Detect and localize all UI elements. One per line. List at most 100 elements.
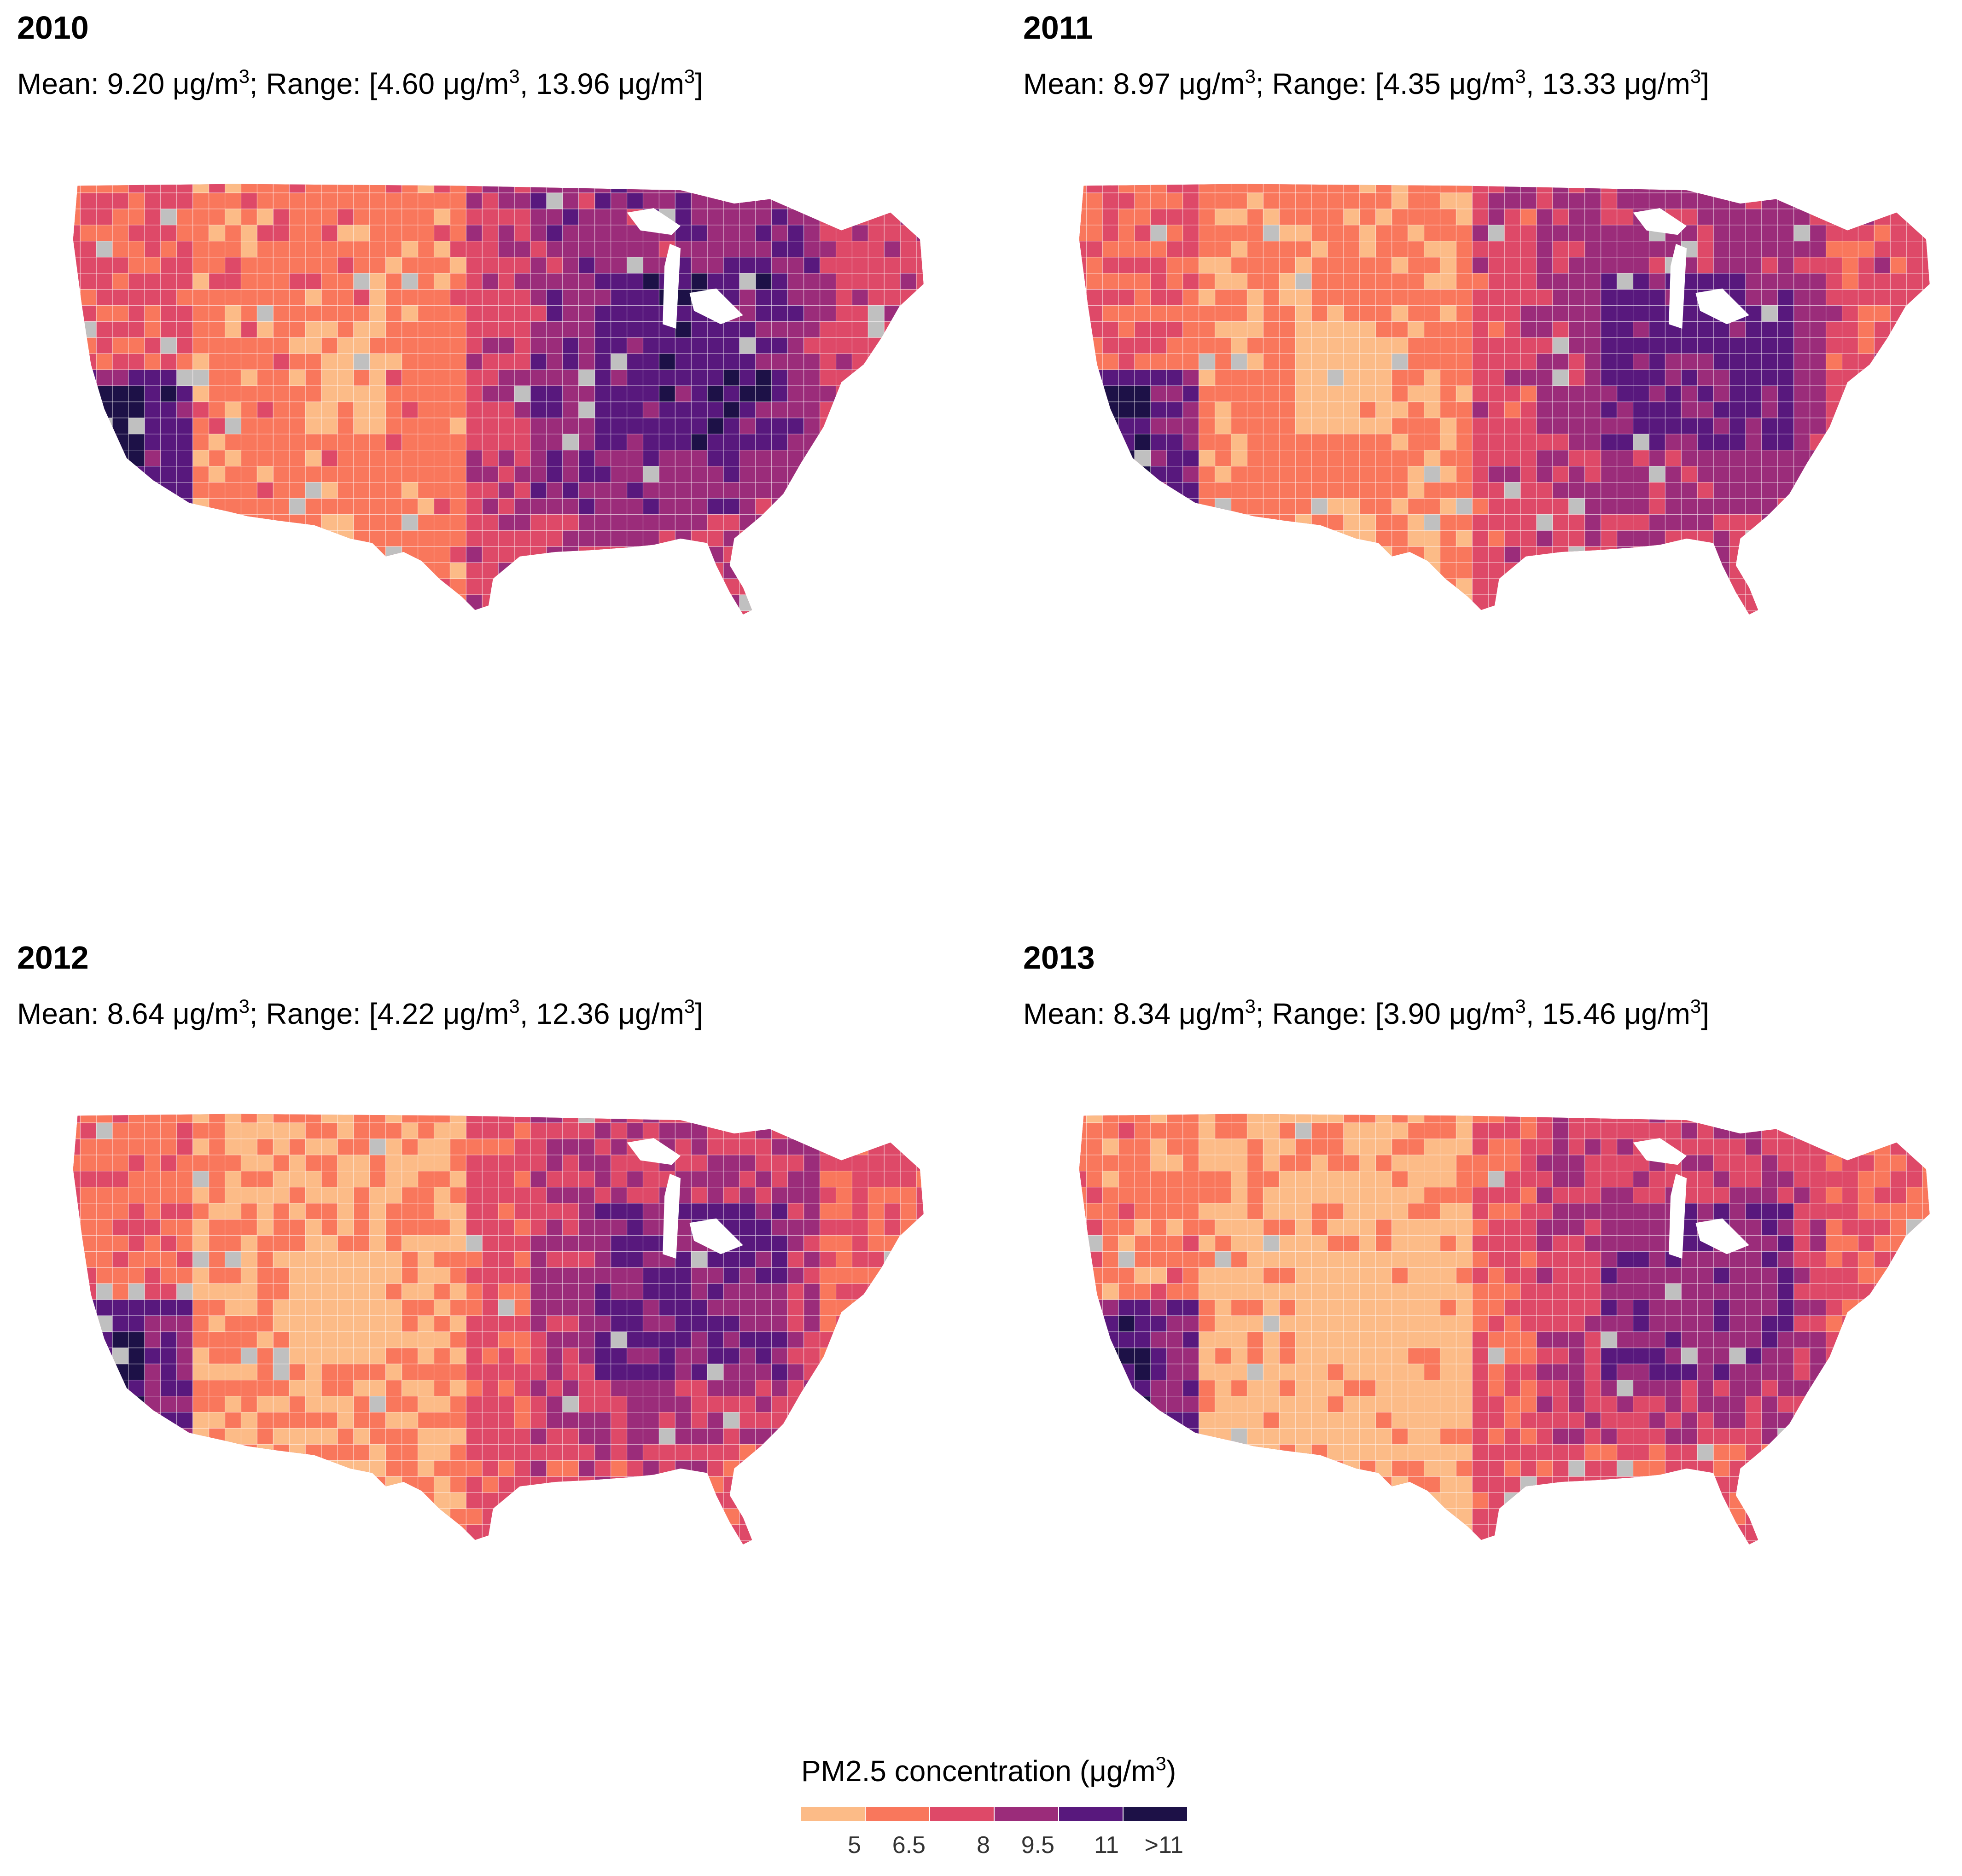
- county-cell: [466, 184, 483, 193]
- county-cell: [787, 1171, 804, 1188]
- county-cell: [1263, 225, 1280, 242]
- county-cell: [1199, 321, 1216, 338]
- county-cell: [627, 1331, 644, 1348]
- county-cell: [1761, 434, 1778, 451]
- county-cell: [128, 546, 145, 563]
- county-cell: [820, 401, 837, 418]
- county-cell: [611, 192, 628, 209]
- county-cell: [916, 209, 924, 226]
- county-cell: [787, 1460, 804, 1477]
- county-cell: [73, 1444, 81, 1461]
- county-cell: [96, 1380, 113, 1397]
- county-cell: [594, 1138, 611, 1156]
- county-cell: [803, 353, 821, 370]
- county-cell: [739, 1299, 756, 1316]
- county-cell: [675, 1299, 692, 1316]
- county-cell: [900, 1444, 917, 1461]
- county-cell: [771, 1428, 788, 1445]
- county-cell: [1182, 184, 1199, 193]
- county-cell: [820, 594, 837, 611]
- county-cell: [402, 1540, 419, 1545]
- county-cell: [73, 1476, 81, 1493]
- county-cell: [449, 225, 466, 242]
- county-cell: [867, 1138, 885, 1156]
- county-cell: [1359, 257, 1376, 274]
- county-cell: [803, 562, 821, 579]
- unit-sup: 3: [1690, 995, 1701, 1017]
- county-cell: [385, 1122, 402, 1139]
- county-cell: [723, 578, 740, 595]
- county-cell: [562, 1331, 579, 1348]
- county-cell: [273, 1331, 290, 1348]
- county-cell: [546, 1364, 563, 1381]
- county-cell: [1810, 498, 1827, 515]
- county-cell: [144, 209, 161, 226]
- county-cell: [73, 305, 81, 322]
- county-cell: [273, 1315, 290, 1332]
- county-cell: [449, 1315, 466, 1332]
- county-cell: [176, 257, 193, 274]
- county-cell: [1150, 337, 1167, 354]
- county-cell: [160, 1380, 177, 1397]
- county-cell: [321, 1524, 338, 1541]
- county-cell: [916, 562, 924, 579]
- county-cell: [546, 594, 563, 611]
- county-cell: [466, 1299, 483, 1316]
- county-cell: [1633, 482, 1650, 499]
- county-cell: [611, 1428, 628, 1445]
- county-cell: [305, 1235, 322, 1252]
- county-cell: [256, 241, 274, 258]
- county-cell: [884, 434, 901, 451]
- county-cell: [1086, 562, 1103, 579]
- county-cell: [1761, 1171, 1778, 1188]
- county-cell: [1343, 1171, 1360, 1188]
- county-cell: [1504, 192, 1521, 209]
- county-cell: [803, 369, 821, 386]
- county-cell: [867, 241, 885, 258]
- county-cell: [916, 1476, 924, 1493]
- county-cell: [112, 289, 129, 306]
- county-cell: [337, 1283, 354, 1300]
- county-cell: [578, 1347, 595, 1365]
- county-cell: [820, 514, 837, 531]
- county-cell: [771, 1524, 788, 1541]
- county-cell: [1263, 337, 1280, 354]
- county-cell: [546, 1396, 563, 1413]
- county-cell: [1343, 305, 1360, 322]
- county-cell: [192, 562, 210, 579]
- county-cell: [1826, 546, 1843, 563]
- county-cell: [675, 610, 692, 615]
- county-cell: [240, 546, 258, 563]
- county-cell: [1601, 434, 1618, 451]
- county-cell: [546, 1235, 563, 1252]
- county-cell: [1777, 450, 1794, 467]
- county-cell: [642, 321, 660, 338]
- county-cell: [1455, 530, 1473, 547]
- county-cell: [884, 1155, 901, 1172]
- county-cell: [932, 1476, 949, 1493]
- county-cell: [418, 385, 435, 402]
- county-cell: [932, 321, 949, 337]
- county-cell: [851, 1396, 868, 1413]
- county-cell: [433, 369, 451, 386]
- county-cell: [1439, 385, 1457, 402]
- county-cell: [1648, 192, 1666, 209]
- county-cell: [546, 1524, 563, 1541]
- county-cell: [1424, 450, 1441, 467]
- county-cell: [1890, 289, 1907, 306]
- county-cell: [739, 482, 756, 499]
- county-cell: [1922, 385, 1930, 402]
- county-cell: [1118, 514, 1135, 531]
- county-cell: [73, 1396, 81, 1413]
- county-cell: [369, 1171, 386, 1188]
- county-cell: [1118, 289, 1135, 306]
- county-cell: [1343, 450, 1360, 467]
- county-cell: [514, 1396, 531, 1413]
- county-cell: [402, 401, 419, 418]
- county-cell: [73, 385, 81, 402]
- county-cell: [546, 1171, 563, 1188]
- county-cell: [1327, 209, 1344, 226]
- county-cell: [1633, 562, 1650, 579]
- county-cell: [1841, 192, 1859, 209]
- county-cell: [514, 1444, 531, 1461]
